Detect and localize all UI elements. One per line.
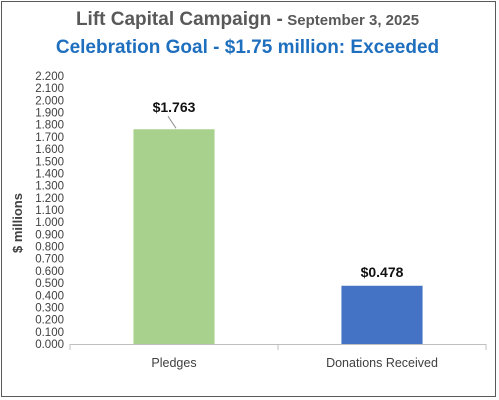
y-tick-label: 0.500 [35,278,64,290]
y-tick-label: 1.900 [35,108,64,120]
y-tick-label: 1.000 [35,217,64,229]
chart-title: Lift Capital Campaign - September 3, 202… [0,9,495,31]
y-tick-label: 0.000 [35,339,64,351]
y-tick-label: 1.400 [35,168,64,180]
y-tick-label: 2.200 [35,71,64,83]
y-tick-label: 0.900 [35,229,64,241]
category-label: Pledges [151,356,196,370]
data-label: $1.763 [153,99,196,115]
data-label-leader-line [167,115,177,129]
y-tick-label: 2.000 [35,95,64,107]
y-tick-label: 1.300 [35,181,64,193]
y-tick-label: 1.800 [35,120,64,132]
y-tick-label: 1.700 [35,132,64,144]
chart-subtitle: Celebration Goal - $1.75 million: Exceed… [55,37,440,58]
y-tick-label: 0.400 [35,290,64,302]
bar [133,129,215,344]
y-tick-label: 2.100 [35,83,64,95]
y-tick-label: 0.600 [35,266,64,278]
bar [341,285,423,344]
category-label: Donations Received [326,356,438,370]
y-tick-label: 0.200 [35,315,64,327]
y-tick-label: 0.700 [35,254,64,266]
data-label: $0.478 [361,264,404,280]
chart-title-main: Lift Capital Campaign - [75,9,283,30]
y-tick-label: 0.300 [35,302,64,314]
chart-title-date: September 3, 2025 [287,12,420,29]
y-tick-label: 1.600 [35,144,64,156]
y-tick-label: 1.100 [35,205,64,217]
y-tick-label: 0.100 [35,327,64,339]
y-tick-label: 0.800 [35,242,64,254]
y-tick-label: 1.500 [35,156,64,168]
y-tick-label: 1.200 [35,193,64,205]
